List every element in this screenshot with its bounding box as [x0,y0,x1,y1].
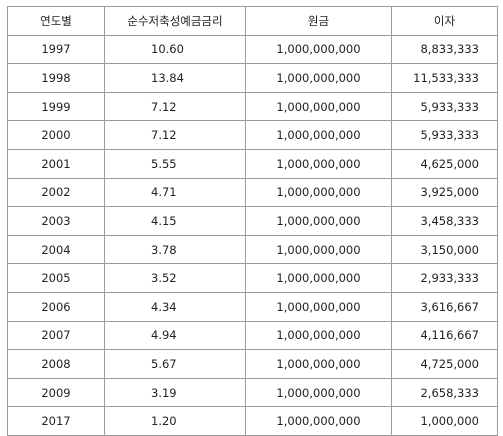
cell-principal: 1,000,000,000 [245,234,392,265]
cell-principal: 1,000,000,000 [245,177,392,208]
cell-year: 2006 [7,291,105,322]
cell-principal: 1,000,000,000 [245,120,392,150]
cell-year: 2017 [7,406,105,436]
cell-interest: 8,833,333 [391,34,498,65]
cell-interest: 3,616,667 [391,291,498,322]
cell-deposit-rate: 3.52 [104,263,246,293]
cell-year: 2001 [7,148,105,179]
column-header-year: 연도별 [7,6,105,36]
cell-principal: 1,000,000,000 [245,291,392,322]
cell-deposit-rate: 4.94 [104,320,246,351]
column-header-deposit-rate: 순수저축성예금금리 [104,6,246,36]
cell-deposit-rate: 7.12 [104,120,246,150]
cell-principal: 1,000,000,000 [245,63,392,93]
cell-deposit-rate: 4.15 [104,206,246,236]
cell-interest: 4,725,000 [391,349,498,379]
cell-deposit-rate: 13.84 [104,63,246,93]
cell-deposit-rate: 10.60 [104,34,246,65]
cell-year: 2008 [7,349,105,379]
table-row: 1999 7.12 1,000,000,000 5,933,333 [7,91,498,122]
cell-deposit-rate: 4.34 [104,291,246,322]
cell-deposit-rate: 4.71 [104,177,246,208]
cell-interest: 3,925,000 [391,177,498,208]
cell-year: 2005 [7,263,105,293]
cell-interest: 3,458,333 [391,206,498,236]
table-row: 2009 3.19 1,000,000,000 2,658,333 [7,377,498,408]
cell-deposit-rate: 3.78 [104,234,246,265]
cell-principal: 1,000,000,000 [245,34,392,65]
cell-deposit-rate: 1.20 [104,406,246,436]
table-row: 2001 5.55 1,000,000,000 4,625,000 [7,148,498,179]
cell-principal: 1,000,000,000 [245,206,392,236]
cell-interest: 5,933,333 [391,91,498,122]
cell-principal: 1,000,000,000 [245,320,392,351]
cell-year: 2003 [7,206,105,236]
table-row: 2006 4.34 1,000,000,000 3,616,667 [7,291,498,322]
table-row: 2017 1.20 1,000,000,000 1,000,000 [7,406,498,436]
cell-principal: 1,000,000,000 [245,406,392,436]
table-row: 2008 5.67 1,000,000,000 4,725,000 [7,349,498,379]
cell-interest: 2,933,333 [391,263,498,293]
column-header-interest: 이자 [391,6,498,36]
interest-rate-table: 연도별 순수저축성예금금리 원금 이자 1997 10.60 1,000,000,0… [7,6,498,436]
cell-principal: 1,000,000,000 [245,349,392,379]
table-row: 1997 10.60 1,000,000,000 8,833,333 [7,34,498,65]
cell-interest: 11,533,333 [391,63,498,93]
table-row: 2005 3.52 1,000,000,000 2,933,333 [7,263,498,293]
cell-interest: 4,625,000 [391,148,498,179]
cell-year: 1998 [7,63,105,93]
table-header-row: 연도별 순수저축성예금금리 원금 이자 [7,6,498,36]
cell-principal: 1,000,000,000 [245,263,392,293]
cell-year: 2004 [7,234,105,265]
cell-deposit-rate: 7.12 [104,91,246,122]
cell-year: 2002 [7,177,105,208]
cell-principal: 1,000,000,000 [245,91,392,122]
table-row: 2007 4.94 1,000,000,000 4,116,667 [7,320,498,351]
table-row: 2000 7.12 1,000,000,000 5,933,333 [7,120,498,150]
cell-interest: 2,658,333 [391,377,498,408]
cell-deposit-rate: 5.55 [104,148,246,179]
column-header-principal: 원금 [245,6,392,36]
cell-year: 2007 [7,320,105,351]
cell-interest: 5,933,333 [391,120,498,150]
cell-interest: 1,000,000 [391,406,498,436]
cell-principal: 1,000,000,000 [245,377,392,408]
cell-interest: 4,116,667 [391,320,498,351]
table-row: 1998 13.84 1,000,000,000 11,533,333 [7,63,498,93]
cell-year: 2000 [7,120,105,150]
table-row: 2002 4.71 1,000,000,000 3,925,000 [7,177,498,208]
table-row: 2003 4.15 1,000,000,000 3,458,333 [7,206,498,236]
cell-year: 1999 [7,91,105,122]
cell-interest: 3,150,000 [391,234,498,265]
cell-year: 1997 [7,34,105,65]
cell-year: 2009 [7,377,105,408]
table-row: 2004 3.78 1,000,000,000 3,150,000 [7,234,498,265]
cell-deposit-rate: 3.19 [104,377,246,408]
cell-principal: 1,000,000,000 [245,148,392,179]
cell-deposit-rate: 5.67 [104,349,246,379]
table-body: 1997 10.60 1,000,000,000 8,833,333 1998 13.84… [7,34,498,436]
